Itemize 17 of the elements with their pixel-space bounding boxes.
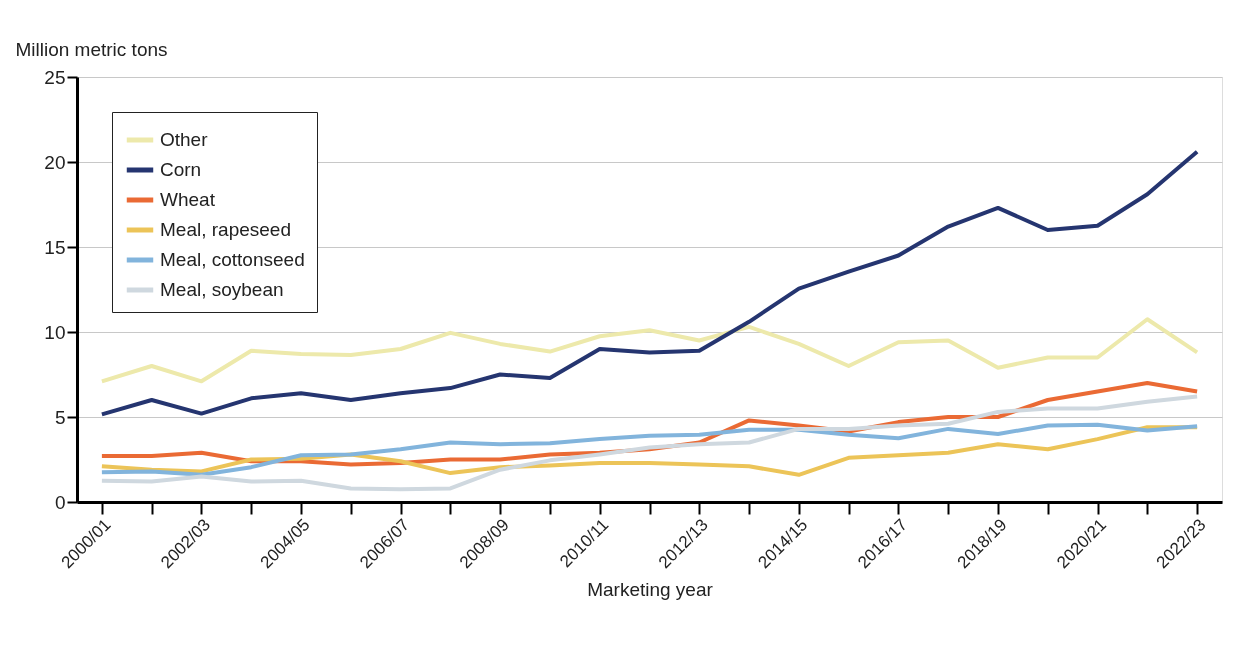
y-tick-label: 5 [54,406,66,428]
legend-label: Corn [160,159,202,180]
y-tick-label: 15 [44,236,66,258]
legend-label: Meal, soybean [160,279,284,300]
line-series [99,149,1200,417]
y-tick-label: 0 [54,491,66,513]
line-series [99,394,1200,492]
y-tick-label: 20 [44,151,66,173]
line-series [99,317,1200,384]
legend-label: Other [160,129,209,150]
x-axis-title: Marketing year [587,579,714,601]
legend-label: Meal, cottonseed [160,249,305,270]
y-tick-label: 25 [44,66,66,88]
y-tick-label: 10 [44,321,66,343]
legend-label: Wheat [160,189,216,210]
y-axis-title: Million metric tons [15,38,168,60]
legend-label: Meal, rapeseed [160,219,291,240]
